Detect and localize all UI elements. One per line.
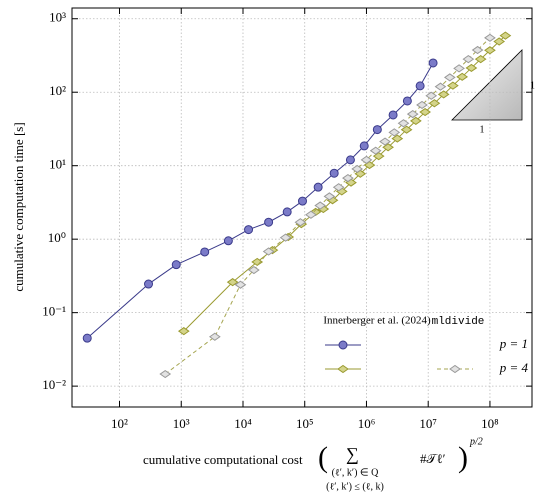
x-tick-label: 10⁶: [358, 416, 376, 431]
marker: [234, 280, 247, 289]
x-axis-label-exponent: p/2: [469, 436, 483, 447]
marker: [453, 64, 465, 73]
y-tick-label: 10⁻²: [42, 377, 66, 392]
marker: [200, 247, 210, 257]
marker: [415, 81, 425, 91]
marker: [471, 45, 484, 55]
marker: [264, 217, 274, 227]
marker: [462, 55, 475, 64]
marker: [314, 201, 327, 210]
marker: [171, 260, 181, 270]
marker: [425, 91, 438, 100]
marker: [416, 100, 428, 110]
marker: [499, 31, 512, 40]
marker: [144, 279, 154, 289]
y-tick-label: 10³: [49, 10, 66, 25]
x-tick-label: 10⁸: [481, 416, 499, 431]
marker: [434, 82, 447, 91]
paren: ): [458, 441, 468, 474]
marker: [443, 73, 456, 82]
marker: [294, 218, 307, 227]
marker: [484, 46, 496, 55]
marker: [244, 225, 254, 235]
marker: [82, 333, 92, 343]
x-tick-label: 10⁷: [419, 416, 437, 431]
marker: [419, 107, 431, 117]
triangle-label: 1: [480, 124, 485, 135]
marker: [305, 210, 317, 219]
y-tick-label: 10¹: [49, 157, 66, 172]
marker: [332, 183, 345, 192]
marker: [159, 369, 172, 379]
legend-header: Innerberger et al. (2024): [323, 315, 431, 327]
y-tick-label: 10⁰: [48, 230, 66, 245]
marker: [345, 155, 355, 165]
legend-label: p = 4: [499, 360, 529, 375]
marker: [313, 182, 323, 192]
marker: [177, 327, 190, 336]
marker: [493, 37, 506, 46]
marker: [465, 63, 478, 73]
x-axis-label: cumulative computational cost: [143, 452, 303, 467]
x-axis-label-sub: (ℓ′, k′) ∈ Q: [332, 467, 380, 478]
marker: [369, 146, 382, 155]
marker: [208, 332, 221, 341]
marker: [223, 236, 233, 246]
marker: [297, 196, 307, 206]
series-line: [86, 62, 434, 339]
marker: [279, 233, 292, 242]
legend-marker: [337, 364, 349, 374]
marker: [379, 137, 391, 146]
paren: (: [318, 441, 328, 474]
marker: [342, 173, 354, 183]
marker: [226, 278, 239, 287]
marker: [474, 55, 487, 64]
marker: [251, 257, 264, 267]
x-axis-label-term: #𝒯ℓ′: [420, 451, 446, 466]
marker: [400, 125, 413, 134]
marker: [397, 119, 410, 128]
x-tick-label: 10⁵: [296, 416, 314, 431]
marker: [359, 141, 369, 151]
legend-marker: [338, 340, 348, 350]
marker: [388, 110, 398, 120]
y-axis-label: cumulative computation time [s]: [11, 122, 26, 291]
marker: [262, 247, 275, 256]
marker: [391, 134, 404, 143]
marker: [323, 192, 336, 201]
legend-marker: [449, 364, 461, 374]
series-line: [183, 35, 506, 332]
marker: [282, 207, 292, 217]
marker: [329, 168, 339, 178]
marker: [388, 128, 401, 137]
marker: [351, 164, 364, 174]
marker: [428, 99, 441, 108]
marker: [447, 81, 459, 90]
marker: [360, 155, 373, 164]
x-tick-label: 10²: [111, 416, 128, 431]
x-axis-label-sum: ∑: [346, 444, 359, 464]
x-axis-label-sub: (ℓ′, k′) ≤ (ℓ, k): [326, 481, 384, 492]
marker: [484, 33, 496, 42]
legend-label: p = 1: [499, 336, 528, 351]
y-tick-label: 10⁻¹: [42, 304, 66, 319]
marker: [247, 265, 260, 275]
marker: [428, 58, 438, 68]
legend-header: mldivide: [432, 316, 485, 328]
marker: [382, 143, 394, 152]
marker: [437, 90, 450, 99]
marker: [409, 116, 422, 126]
marker: [456, 72, 469, 81]
plot-frame: [71, 7, 533, 408]
marker: [372, 125, 382, 135]
x-tick-label: 10³: [173, 416, 190, 431]
slope-triangle: [451, 49, 523, 121]
x-tick-label: 10⁴: [234, 416, 252, 431]
marker: [402, 96, 412, 106]
y-tick-label: 10²: [49, 83, 66, 98]
marker: [406, 109, 419, 119]
